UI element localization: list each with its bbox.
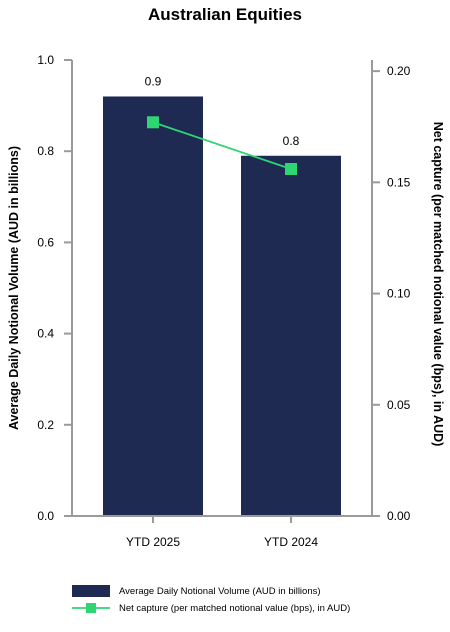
y-left-tick-label: 1.0 xyxy=(37,53,54,67)
y-right-tick-label: 0.20 xyxy=(387,64,411,78)
bars-layer xyxy=(103,96,341,516)
bar-data-label: 0.8 xyxy=(283,134,300,148)
axes-layer: 0.0 0.2 0.4 0.6 0.8 1.0 0.00 0.05 0.10 0.15 0.20 YT… xyxy=(37,53,410,549)
net-capture-line xyxy=(152,121,292,170)
chart-title: Australian Equities xyxy=(148,5,302,24)
net-capture-point-ytd-2024 xyxy=(285,162,297,175)
bar-ytd-2025 xyxy=(103,96,203,516)
y-right-tick-label: 0.10 xyxy=(387,287,411,301)
bar-data-label: 0.9 xyxy=(145,74,162,88)
y-left-axis-title: Average Daily Notional Volume (AUD in bi… xyxy=(7,146,21,430)
net-capture-point-ytd-2025 xyxy=(147,116,159,129)
legend-line-label: Net capture (per matched notional value … xyxy=(119,603,350,614)
y-left-tick-label: 0.0 xyxy=(37,509,54,523)
y-left-tick-label: 0.4 xyxy=(37,327,54,341)
y-left-tick-label: 0.2 xyxy=(37,418,54,432)
y-left-tick-label: 0.6 xyxy=(37,235,54,249)
legend-bar-label: Average Daily Notional Volume (AUD in bi… xyxy=(119,586,321,597)
bar-ytd-2024 xyxy=(241,155,341,516)
y-left-tick-label: 0.8 xyxy=(37,144,54,158)
y-right-tick-label: 0.05 xyxy=(387,398,411,412)
x-tick-label: YTD 2025 xyxy=(126,535,180,549)
legend-bar-swatch xyxy=(72,585,110,597)
x-tick-label: YTD 2024 xyxy=(264,535,318,549)
y-right-axis-title: Net capture (per matched notional value … xyxy=(431,122,445,447)
legend-line-marker xyxy=(86,603,96,613)
legend: Average Daily Notional Volume (AUD in bi… xyxy=(72,585,350,614)
line-layer xyxy=(147,116,297,175)
labels-layer: 0.9 0.8 xyxy=(145,74,300,147)
y-right-tick-label: 0.00 xyxy=(387,509,411,523)
y-right-tick-label: 0.15 xyxy=(387,175,411,189)
